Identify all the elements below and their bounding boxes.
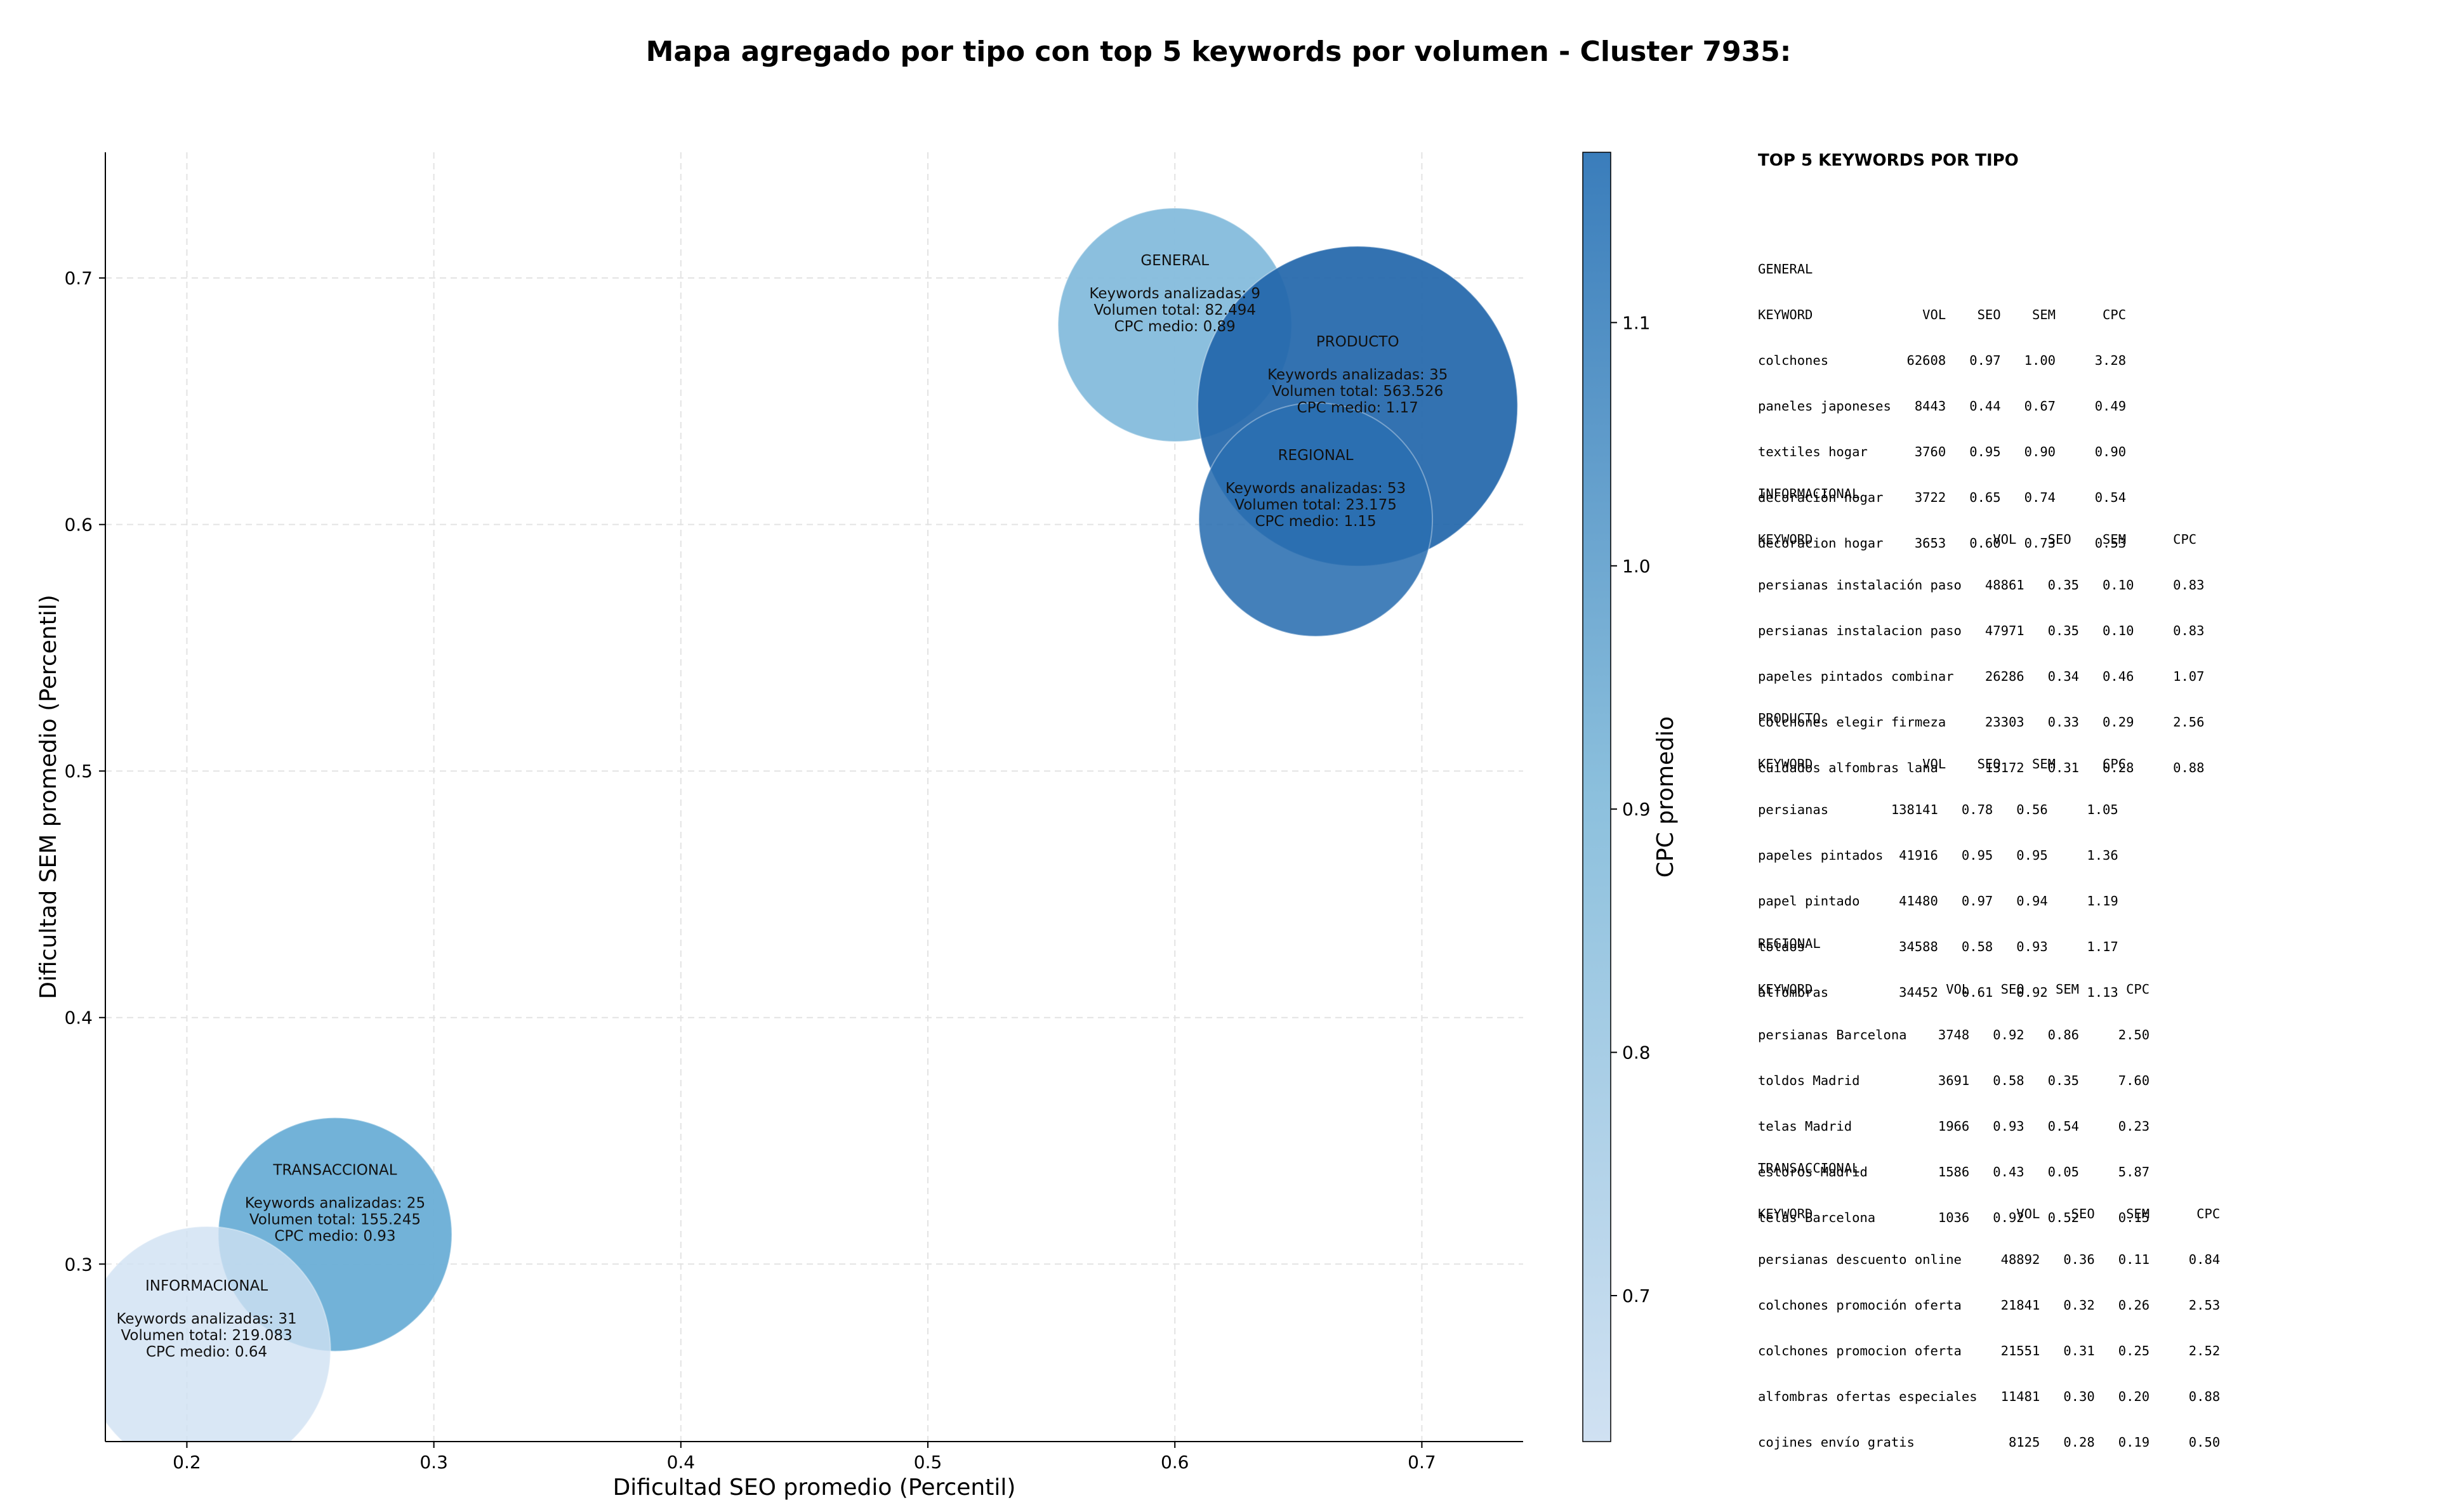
bubble-type-label: INFORMACIONAL: [145, 1278, 268, 1294]
x-tick-label: 0.7: [1408, 1452, 1436, 1473]
keyword-block-type: REGIONAL: [1758, 936, 1821, 951]
keyword-row: colchones elegir firmeza 23303 0.33 0.29…: [1758, 714, 2205, 730]
x-axis-label: Dificultad SEO promedio (Percentil): [613, 1475, 1016, 1501]
keyword-row: cuidados alfombras lana 13172 0.31 0.28 …: [1758, 760, 2205, 775]
keyword-block-producto: PRODUCTO KEYWORD VOL SEO SEM CPC persian…: [1758, 680, 2126, 1030]
keyword-row: persianas descuento online 48892 0.36 0.…: [1758, 1252, 2221, 1267]
keyword-row: textiles hogar 3760 0.95 0.90 0.90: [1758, 444, 2127, 459]
bubble-detail-label: Volumen total: 82.494: [1093, 302, 1256, 319]
keyword-row: papeles pintados 41916 0.95 0.95 1.36: [1758, 848, 2118, 863]
bubble-detail-label: Volumen total: 219.083: [121, 1327, 292, 1344]
keyword-block-informacional: INFORMACIONAL KEYWORD VOL SEO SEM CPC pe…: [1758, 456, 2205, 806]
bubble-detail-label: Keywords analizadas: 35: [1267, 367, 1448, 383]
colorbar: [1582, 152, 1611, 1442]
keyword-block-header: KEYWORD VOL SEO SEM CPC: [1758, 1206, 2221, 1221]
y-tick-label: 0.4: [64, 1008, 93, 1029]
bubble-type-label: GENERAL: [1140, 253, 1209, 269]
keyword-row: telas Madrid 1966 0.93 0.54 0.23: [1758, 1119, 2150, 1134]
bubble-layer: [105, 207, 1519, 1442]
bubble-detail-label: CPC medio: 0.89: [1114, 319, 1236, 335]
top-keywords-panel: TOP 5 KEYWORDS POR TIPO GENERAL KEYWORD …: [1758, 151, 2418, 1450]
keyword-row: persianas 138141 0.78 0.56 1.05: [1758, 802, 2118, 817]
bubble-type-label: TRANSACCIONAL: [272, 1162, 397, 1179]
keyword-row: colchones 62608 0.97 1.00 3.28: [1758, 353, 2127, 368]
keyword-row: alfombras 34452 0.61 0.92 1.13: [1758, 985, 2118, 1000]
keyword-row: persianas instalación paso 48861 0.35 0.…: [1758, 577, 2205, 593]
x-tick-label: 0.4: [667, 1452, 696, 1473]
bubble-detail-label: Keywords analizadas: 31: [116, 1311, 296, 1327]
colorbar-tick-label: 1.1: [1622, 312, 1651, 333]
keyword-block-transaccional: TRANSACCIONAL KEYWORD VOL SEO SEM CPC pe…: [1758, 1130, 2220, 1480]
axis-ticks: 0.2 0.3 0.4 0.5 0.6 0.7 0.3 0.4 0.5 0.6 0.7: [64, 268, 1436, 1473]
keyword-row: papel pintado 41480 0.97 0.94 1.19: [1758, 893, 2118, 909]
colorbar-tick-label: 1.0: [1622, 556, 1651, 577]
colorbar-ticks: 0.7 0.8 0.9 1.0 1.1: [1611, 312, 1651, 1306]
bubble-detail-label: Volumen total: 563.526: [1272, 383, 1443, 400]
bubble-type-label: REGIONAL: [1278, 447, 1354, 464]
keyword-block-type: GENERAL: [1758, 261, 1813, 277]
keyword-block-type: TRANSACCIONAL: [1758, 1160, 1860, 1176]
keyword-row: colchones promocion oferta 21551 0.31 0.…: [1758, 1343, 2221, 1358]
x-tick-label: 0.5: [914, 1452, 942, 1473]
keyword-block-regional: REGIONAL KEYWORD VOL SEO SEM CPC persian…: [1758, 905, 2150, 1256]
y-tick-label: 0.3: [64, 1254, 93, 1275]
keyword-row: cojines envío gratis 8125 0.28 0.19 0.50: [1758, 1435, 2221, 1450]
bubble-detail-label: CPC medio: 1.15: [1255, 513, 1376, 530]
top-keywords-title: TOP 5 KEYWORDS POR TIPO: [1758, 151, 2019, 170]
bubble-detail-label: CPC medio: 0.93: [274, 1228, 395, 1245]
keyword-row: toldos Madrid 3691 0.58 0.35 7.60: [1758, 1073, 2150, 1088]
keyword-row: estoros Madrid 1586 0.43 0.05 5.87: [1758, 1164, 2150, 1180]
bubble-detail-label: Keywords analizadas: 9: [1089, 286, 1260, 302]
colorbar-label: CPC promedio: [1653, 716, 1679, 878]
x-tick-label: 0.2: [173, 1452, 201, 1473]
chart-title: Mapa agregado por tipo con top 5 keyword…: [646, 36, 1792, 68]
keyword-row: papeles pintados combinar 26286 0.34 0.4…: [1758, 669, 2205, 684]
bubble-detail-label: CPC medio: 1.17: [1297, 400, 1418, 416]
keyword-block-type: INFORMACIONAL: [1758, 486, 1860, 501]
colorbar-tick-label: 0.8: [1622, 1042, 1651, 1063]
keyword-row: decoracion hogar 3653 0.60 0.73 0.53: [1758, 536, 2127, 551]
x-tick-label: 0.3: [419, 1452, 448, 1473]
colorbar-tick-label: 0.9: [1622, 799, 1651, 820]
bubble-detail-label: Keywords analizadas: 53: [1225, 480, 1406, 497]
keyword-block-type: PRODUCTO: [1758, 711, 1821, 726]
y-tick-label: 0.5: [64, 761, 93, 782]
keyword-block-header: KEYWORD VOL SEO SEM CPC: [1758, 756, 2127, 772]
bubble-detail-label: CPC medio: 0.64: [146, 1344, 267, 1360]
bubble-detail-label: Volumen total: 23.175: [1234, 497, 1397, 513]
keyword-block-header: KEYWORD VOL SEO SEM CPC: [1758, 307, 2127, 322]
keyword-row: alfombras ofertas especiales 11481 0.30 …: [1758, 1389, 2221, 1404]
keyword-row: colchones promoción oferta 21841 0.32 0.…: [1758, 1298, 2221, 1313]
bubble-regional: [1198, 402, 1434, 637]
y-tick-label: 0.6: [64, 515, 93, 536]
keyword-row: decoración hogar 3722 0.65 0.74 0.54: [1758, 490, 2127, 505]
keyword-row: persianas instalacion paso 47971 0.35 0.…: [1758, 623, 2205, 638]
x-tick-label: 0.6: [1161, 1452, 1189, 1473]
keyword-row: telas Barcelona 1036 0.92 0.52 0.15: [1758, 1210, 2150, 1225]
y-tick-label: 0.7: [64, 268, 93, 289]
keyword-block-header: KEYWORD VOL SEO SEM CPC: [1758, 532, 2197, 547]
keyword-block-general: GENERAL KEYWORD VOL SEO SEM CPC colchone…: [1758, 231, 2126, 581]
y-axis-label: Dificultad SEM promedio (Percentil): [36, 595, 62, 999]
colorbar-tick-label: 0.7: [1622, 1285, 1651, 1306]
bubble-detail-label: Volumen total: 155.245: [249, 1212, 421, 1228]
keyword-row: paneles japoneses 8443 0.44 0.67 0.49: [1758, 398, 2127, 414]
keyword-row: toldos 34588 0.58 0.93 1.17: [1758, 939, 2118, 954]
bubble-type-label: PRODUCTO: [1316, 334, 1399, 350]
keyword-row: persianas Barcelona 3748 0.92 0.86 2.50: [1758, 1027, 2150, 1042]
bubble-informacional: [105, 1226, 331, 1442]
bubble-detail-label: Keywords analizadas: 25: [245, 1195, 425, 1212]
keyword-block-header: KEYWORD VOL SEO SEM CPC: [1758, 982, 2150, 997]
